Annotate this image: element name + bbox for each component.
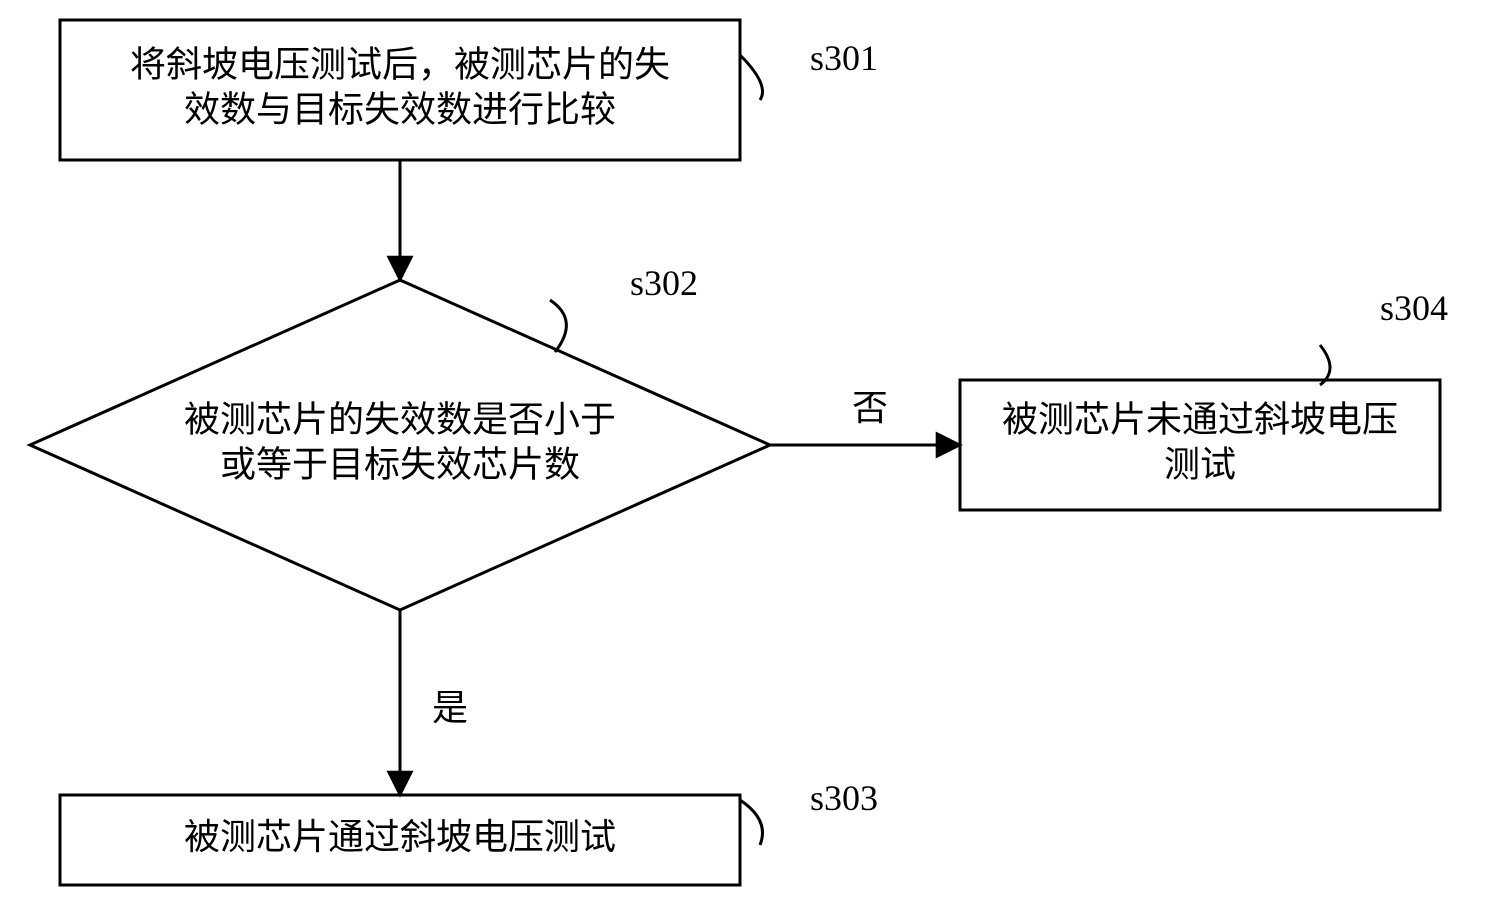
node-s302: 被测芯片的失效数是否小于或等于目标失效芯片数 s302 <box>30 263 770 610</box>
edge-s302-s304-label: 否 <box>852 388 888 428</box>
node-s302-label: s302 <box>630 263 698 303</box>
edge-s302-s303-label: 是 <box>432 688 468 728</box>
node-s304: 被测芯片未通过斜坡电压测试 s304 <box>960 288 1448 510</box>
edge-s302-s303: 是 <box>400 610 468 795</box>
node-s301-text: 将斜坡电压测试后，被测芯片的失效数与目标失效数进行比较 <box>130 45 670 130</box>
node-s302-text: 被测芯片的失效数是否小于或等于目标失效芯片数 <box>184 400 616 485</box>
node-s304-label: s304 <box>1380 288 1448 328</box>
node-s301-label: s301 <box>810 38 878 78</box>
node-s303-leader <box>740 800 763 845</box>
node-s304-text: 被测芯片未通过斜坡电压测试 <box>1002 400 1398 485</box>
node-s301-leader <box>740 55 763 100</box>
edge-s302-s304: 否 <box>770 388 960 445</box>
node-s303-label: s303 <box>810 778 878 818</box>
node-s302-leader <box>550 300 566 352</box>
node-s301: 将斜坡电压测试后，被测芯片的失效数与目标失效数进行比较 s301 <box>60 20 878 160</box>
node-s303-text: 被测芯片通过斜坡电压测试 <box>184 817 616 857</box>
node-s303: 被测芯片通过斜坡电压测试 s303 <box>60 778 878 885</box>
